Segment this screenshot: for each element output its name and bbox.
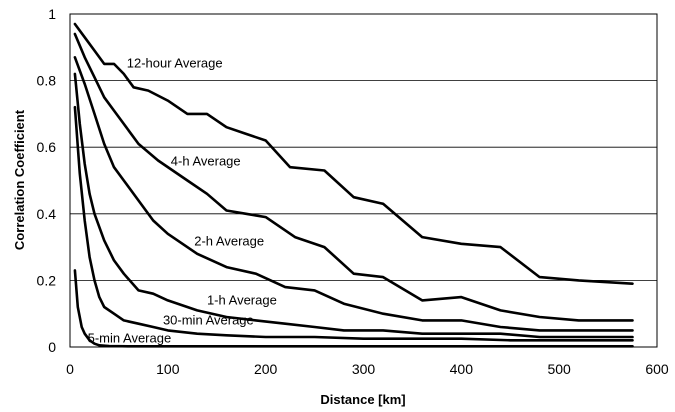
x-tick-label: 0: [66, 361, 74, 377]
gridlines: [70, 80, 657, 281]
series-label-2: 2-h Average: [194, 233, 264, 248]
series-label-5: 5-min Average: [88, 330, 172, 345]
series-labels: 12-hour Average 4-h Average 2-h Average 1-h…: [88, 55, 277, 345]
series-line-3: [73, 72, 634, 339]
x-tick-label: 300: [352, 361, 376, 377]
y-axis-title: Correlation Coefficient: [12, 109, 27, 250]
series-label-1: 4-h Average: [171, 154, 241, 169]
x-tick-label: 500: [547, 361, 571, 377]
series-label-0: 12-hour Average: [127, 55, 223, 70]
x-tick-label: 600: [645, 361, 669, 377]
x-axis-title: Distance [km]: [320, 392, 405, 407]
x-tick-label: 400: [450, 361, 474, 377]
y-tick-labels: 0 0.2 0.4 0.6 0.8 1: [37, 6, 57, 355]
series-line-4: [73, 105, 634, 342]
series-label-3: 1-h Average: [207, 293, 277, 308]
y-tick-label: 0: [48, 339, 56, 355]
series-line-0: [73, 22, 634, 286]
series-line-2: [73, 55, 634, 332]
y-tick-label: 0.2: [37, 272, 57, 288]
x-tick-label: 100: [156, 361, 180, 377]
series-label-4: 30-min Average: [163, 313, 254, 328]
y-tick-label: 0.6: [37, 139, 57, 155]
y-tick-label: 1: [48, 6, 56, 22]
x-tick-label: 200: [254, 361, 278, 377]
x-tick-labels: 0 100 200 300 400 500 600: [66, 361, 669, 377]
series-lines: [73, 22, 634, 348]
series-line-5: [73, 269, 634, 348]
y-tick-label: 0.8: [37, 73, 57, 89]
y-tick-label: 0.4: [37, 206, 57, 222]
series-line-1: [73, 32, 634, 322]
